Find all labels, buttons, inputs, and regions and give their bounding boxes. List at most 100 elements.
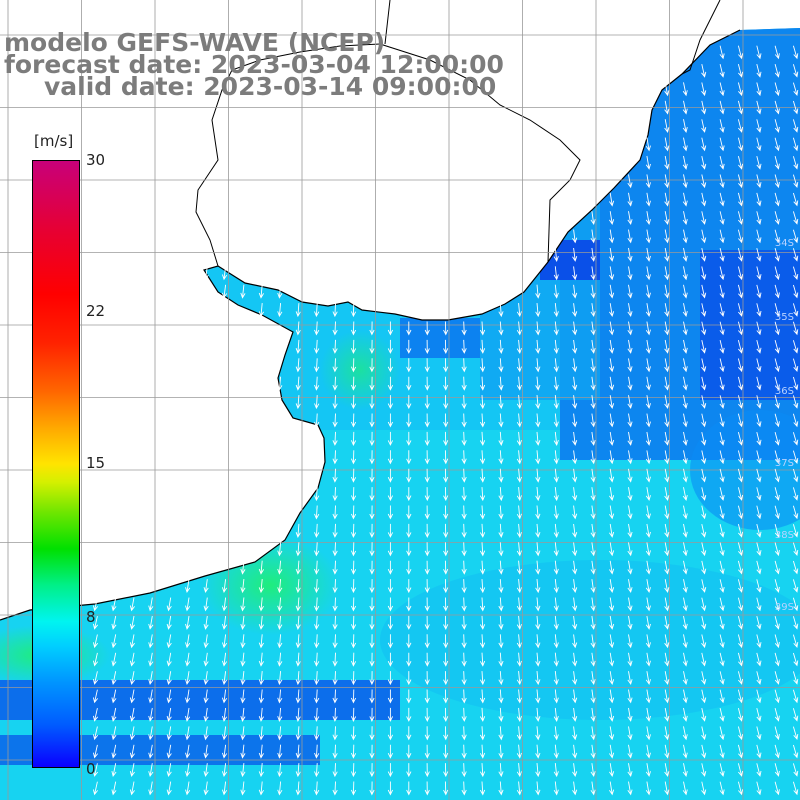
wind-arrow xyxy=(553,395,559,410)
wind-arrow xyxy=(387,652,394,667)
wind-arrow xyxy=(645,211,651,226)
wind-arrow xyxy=(756,82,762,97)
wind-arrow xyxy=(756,174,762,189)
wind-arrow xyxy=(203,744,209,759)
wind-arrow xyxy=(682,781,688,796)
wind-arrow xyxy=(774,192,780,207)
wind-arrow xyxy=(203,597,209,612)
wind-arrow xyxy=(479,450,486,465)
wind-arrow xyxy=(203,671,209,686)
wind-arrow xyxy=(664,542,670,557)
wind-arrow xyxy=(645,431,651,446)
wind-arrow xyxy=(535,726,541,741)
wind-arrow xyxy=(332,652,338,667)
wind-arrow xyxy=(424,339,430,354)
wind-arrow xyxy=(627,726,633,741)
wind-arrow xyxy=(774,505,780,520)
wind-arrow xyxy=(406,560,412,575)
wind-arrow xyxy=(701,192,707,207)
wind-arrow xyxy=(295,597,301,612)
wind-arrow xyxy=(258,634,264,649)
wind-arrow xyxy=(498,634,504,649)
wind-arrow xyxy=(756,468,762,483)
wind-arrow xyxy=(719,579,725,593)
wind-arrow xyxy=(553,579,559,594)
wind-arrow xyxy=(701,744,707,759)
wind-arrow xyxy=(461,468,467,483)
wind-arrow xyxy=(645,523,651,538)
wind-arrow xyxy=(572,487,578,502)
wind-arrow xyxy=(516,542,522,557)
wind-arrow xyxy=(719,707,725,722)
wind-arrow xyxy=(277,726,283,741)
wind-arrow xyxy=(185,744,191,759)
wind-arrow xyxy=(185,615,191,630)
wind-arrow xyxy=(148,652,154,667)
wind-arrow xyxy=(609,671,615,686)
wind-arrow xyxy=(240,615,246,630)
wind-arrow xyxy=(406,431,412,446)
wind-arrow xyxy=(240,744,246,759)
wind-arrow xyxy=(590,211,596,226)
wind-arrow xyxy=(719,763,725,777)
wind-arrow xyxy=(369,468,375,483)
wind-arrow xyxy=(792,726,799,741)
wind-arrow xyxy=(627,358,633,373)
wind-arrow xyxy=(314,523,320,538)
wind-arrow xyxy=(92,781,99,796)
wind-arrow xyxy=(774,413,780,428)
wind-arrow xyxy=(535,597,541,612)
wind-arrow xyxy=(572,579,578,594)
wind-arrow xyxy=(664,450,670,465)
wind-arrow xyxy=(609,284,615,299)
wind-arrow xyxy=(498,376,504,391)
wind-arrow xyxy=(332,303,338,318)
wind-arrow xyxy=(609,358,615,373)
wind-arrow xyxy=(314,615,320,630)
wind-arrow xyxy=(792,450,799,465)
wind-arrow xyxy=(701,726,707,741)
wind-arrow xyxy=(645,413,651,428)
wind-arrow xyxy=(627,395,633,410)
wind-arrow xyxy=(516,744,522,759)
wind-arrow xyxy=(461,707,467,722)
wind-arrow xyxy=(664,560,670,575)
wind-arrow xyxy=(627,763,633,778)
wind-arrow xyxy=(572,339,578,354)
wind-arrow xyxy=(203,781,209,796)
wind-arrow xyxy=(166,744,172,759)
wind-arrow xyxy=(203,689,209,704)
wind-arrow xyxy=(369,542,375,557)
wind-arrow xyxy=(609,266,615,281)
wind-arrow xyxy=(664,155,670,170)
wind-arrow xyxy=(609,450,615,465)
wind-arrow xyxy=(369,726,375,741)
wind-arrow xyxy=(516,689,522,704)
wind-arrow xyxy=(719,321,725,336)
wind-arrow xyxy=(645,671,651,686)
wind-arrow xyxy=(719,266,725,281)
wind-arrow xyxy=(387,542,394,557)
wind-arrow xyxy=(461,339,467,354)
wind-arrow xyxy=(387,321,394,336)
wind-arrow xyxy=(461,413,467,428)
wind-arrow xyxy=(756,284,762,299)
wind-arrow xyxy=(737,615,744,630)
wind-arrow xyxy=(792,432,799,446)
wind-arrow xyxy=(701,432,707,446)
wind-arrow xyxy=(369,671,375,686)
wind-arrow xyxy=(682,707,688,722)
wind-arrow xyxy=(314,376,320,391)
wind-arrow xyxy=(719,192,725,207)
wind-arrow xyxy=(590,339,596,354)
wind-arrow xyxy=(406,634,412,649)
wind-arrow xyxy=(443,652,449,667)
wind-arrow xyxy=(792,634,799,649)
wind-arrow xyxy=(627,468,633,483)
wind-arrow xyxy=(792,395,799,409)
wind-arrow xyxy=(756,100,762,115)
wind-arrow xyxy=(737,579,744,593)
wind-arrow xyxy=(737,376,744,391)
wind-arrow xyxy=(792,505,799,520)
